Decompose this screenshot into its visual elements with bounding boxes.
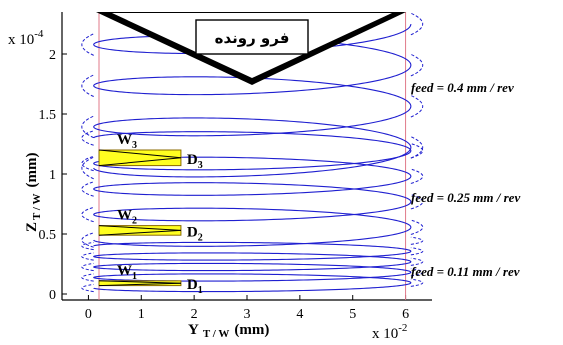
chip-wedge xyxy=(98,225,182,236)
chip-wedge-edge xyxy=(98,282,181,287)
helix-dash-left xyxy=(81,283,94,293)
helix-dash-right xyxy=(410,236,424,245)
helix-path xyxy=(93,131,412,247)
chip-w-label: W2 xyxy=(117,208,137,227)
feed-label: feed = 0.25 mm / rev xyxy=(411,190,520,205)
helix-dash-right xyxy=(410,247,424,256)
chip-d-label: D1 xyxy=(187,277,203,296)
helix-path xyxy=(93,241,412,293)
x-tick-labels: 0 1 2 3 4 5 6 xyxy=(85,307,409,322)
chip-wedges: W1 D1 W2 D2 W3 D3 xyxy=(98,132,203,296)
y-tick-label: 0 xyxy=(49,288,56,303)
helix-dash-left xyxy=(81,155,94,172)
chip-wedge-edge xyxy=(98,229,181,236)
helix-dash-left xyxy=(81,262,94,272)
x-tick-label: 0 xyxy=(85,307,92,322)
helix-dash-right xyxy=(410,219,424,235)
x-multiplier: x 10-2 xyxy=(372,322,407,342)
y-tick-label: 0.5 xyxy=(39,228,57,243)
chip-w-label: W1 xyxy=(117,263,137,282)
helix-dash-left xyxy=(81,130,94,146)
chip-wedge-edge xyxy=(98,225,181,231)
helix-dash-left xyxy=(81,252,94,261)
x-tick-label: 4 xyxy=(296,307,303,322)
chip-wedge-edge xyxy=(98,157,181,167)
helix-dash-right xyxy=(410,194,424,210)
y-tick-labels: 0 0.5 1 1.5 2 xyxy=(39,48,57,303)
plunge-tool: فرو رونده xyxy=(96,12,406,85)
helix-dash-left xyxy=(81,115,94,139)
x-tick-label: 3 xyxy=(244,307,251,322)
helix-dash-right xyxy=(410,168,424,184)
helix-dash-left xyxy=(81,181,94,197)
helix-dash-left xyxy=(81,273,94,282)
y-multiplier: x 10-4 xyxy=(8,28,44,48)
helix-dash-left xyxy=(81,241,94,251)
chip-wedge xyxy=(98,149,182,167)
tool-label-box xyxy=(195,19,309,55)
feed-label: feed = 0.11 mm / rev xyxy=(411,264,520,279)
chip-d-label: D3 xyxy=(187,152,203,171)
helix-dash-right xyxy=(410,143,424,159)
x-tick-label: 1 xyxy=(138,307,145,322)
helix-dash-left xyxy=(81,33,94,56)
helix-dash-right xyxy=(410,12,424,36)
helix-dash-left xyxy=(81,74,94,97)
chip-d-label: D2 xyxy=(187,224,203,243)
helix-dash-left xyxy=(81,232,94,248)
chip-wedge-edge xyxy=(98,149,181,159)
x-tick-label: 2 xyxy=(191,307,198,322)
helix-dash-right xyxy=(410,257,424,266)
y-axis-label: ZT / W(mm) xyxy=(24,152,43,232)
chip-wedge-edge xyxy=(98,280,181,284)
helix-dash-left xyxy=(81,156,94,180)
y-tick-label: 1.5 xyxy=(39,108,57,123)
helix-dash-right xyxy=(410,95,424,118)
helix-dash-right xyxy=(410,136,424,159)
feed-label: feed = 0.4 mm / rev xyxy=(411,80,514,95)
helix-dash-right xyxy=(410,53,424,77)
helix-dash-left xyxy=(81,206,94,223)
feed-labels: feed = 0.11 mm / rev feed = 0.25 mm / rev… xyxy=(411,80,520,279)
helix-dash-right xyxy=(410,268,424,277)
chip-w-label: W3 xyxy=(117,132,137,151)
x-tick-label: 6 xyxy=(402,307,409,322)
y-tick-label: 2 xyxy=(49,48,56,63)
helix-dash-right xyxy=(410,278,424,287)
helix-paths xyxy=(81,12,424,293)
x-tick-label: 5 xyxy=(349,307,356,322)
y-tick-label: 1 xyxy=(49,168,56,183)
tool-label: فرو رونده xyxy=(215,29,290,47)
